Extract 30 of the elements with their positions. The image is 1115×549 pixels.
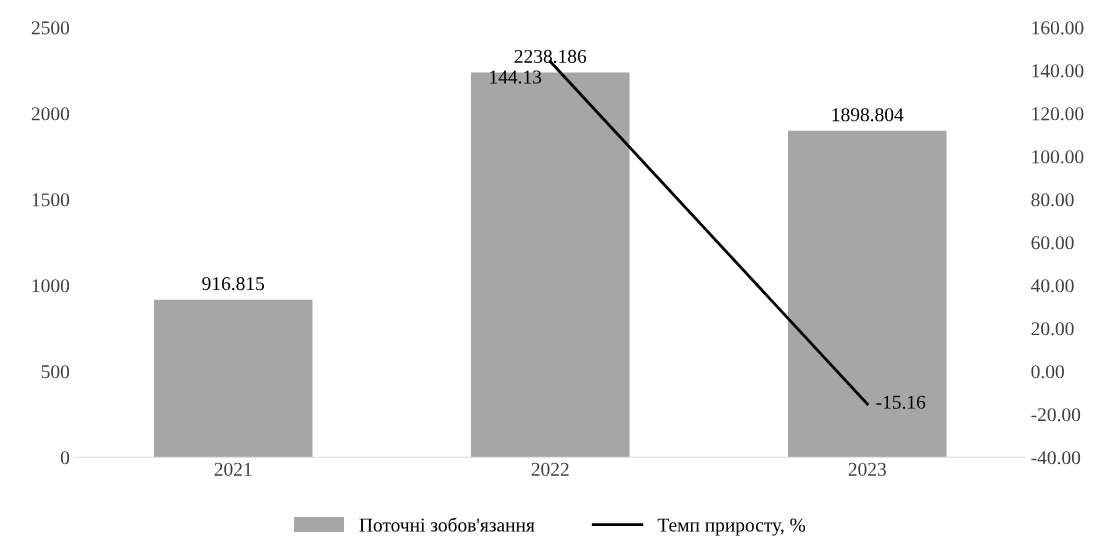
bar — [470, 72, 630, 458]
bar — [153, 299, 313, 458]
y2-tick-label: 0.00 — [1031, 365, 1064, 379]
y2-tick-label: 140.00 — [1032, 64, 1084, 78]
y-tick-label: 0 — [60, 451, 70, 465]
y2-tick-label: 120.00 — [1032, 107, 1084, 121]
y2-tick-label: 20.00 — [1031, 322, 1074, 336]
y2-tick-label: 80.00 — [1031, 193, 1074, 207]
y-tick-label: 500 — [41, 365, 70, 379]
bar — [788, 130, 947, 458]
y2-tick-label: -20.00 — [1031, 408, 1081, 422]
y-tick-label: 2500 — [31, 21, 70, 35]
data-label: 2238.186 — [514, 49, 587, 64]
x-tick-label: 2021 — [214, 462, 252, 476]
y2-tick-label: 40.00 — [1031, 279, 1074, 293]
x-tick-label: 2022 — [531, 462, 569, 476]
data-label: 144.13 — [490, 70, 542, 84]
y-tick-label: 1000 — [32, 279, 70, 293]
legend-label: Поточні зобов'язання — [359, 517, 535, 532]
x-tick-label: 2023 — [848, 462, 886, 476]
y2-tick-label: 60.00 — [1031, 236, 1074, 250]
legend-label: Темп приросту, % — [657, 518, 806, 536]
y-tick-label: 2000 — [31, 107, 70, 121]
y2-tick-label: 160.00 — [1032, 21, 1084, 35]
y2-tick-label: -40.00 — [1031, 451, 1081, 465]
data-label: 1898.804 — [832, 108, 904, 122]
y2-tick-label: 100.00 — [1032, 150, 1084, 164]
data-label: -15.16 — [876, 395, 926, 409]
data-label: 916.815 — [202, 277, 265, 291]
y-tick-label: 1500 — [32, 193, 70, 207]
